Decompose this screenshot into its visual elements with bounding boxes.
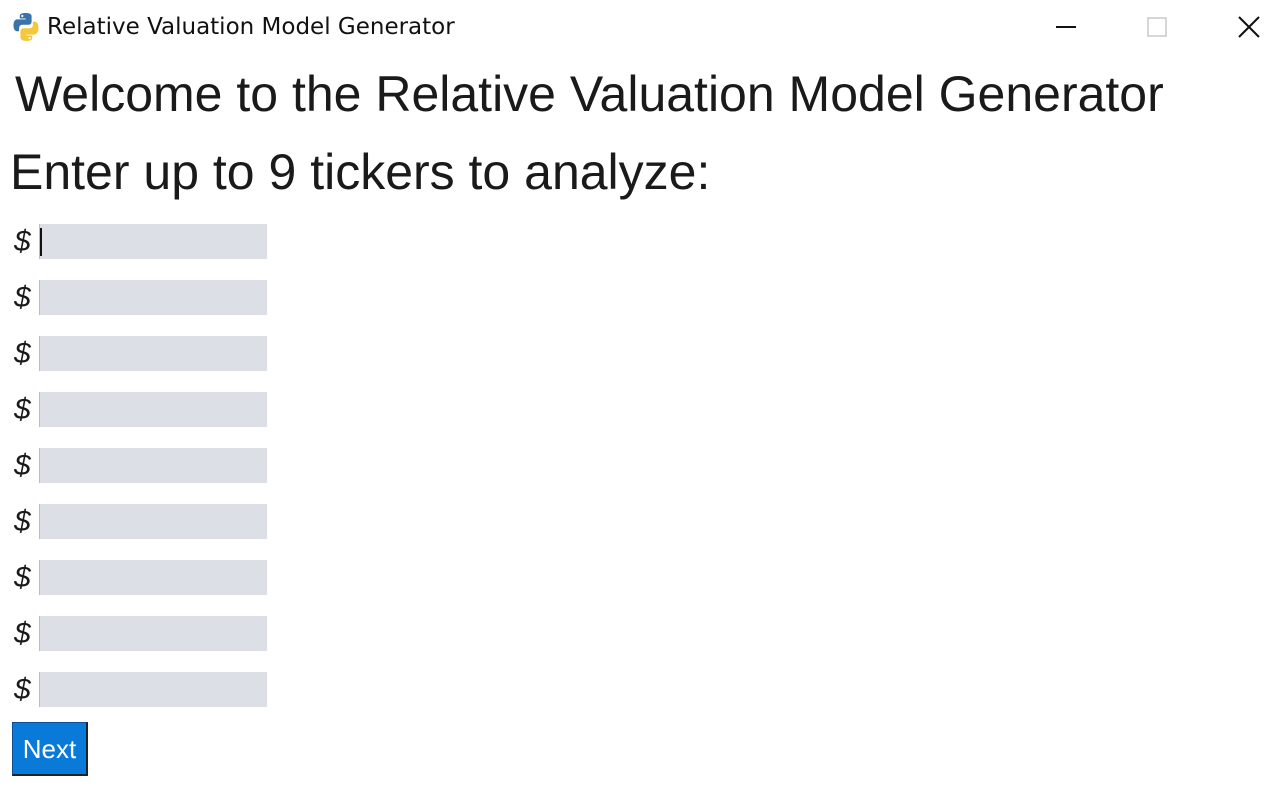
dollar-prefix: $ [14,449,31,482]
ticker-input-2[interactable] [39,280,267,315]
ticker-row: $ [12,616,272,652]
ticker-input-9[interactable] [39,672,267,707]
dollar-prefix: $ [14,337,31,370]
python-icon [13,13,39,41]
minimize-button[interactable] [1043,0,1089,54]
minimize-icon [1056,26,1076,28]
ticker-input-7[interactable] [39,560,267,595]
title-bar: Relative Valuation Model Generator [0,0,1284,54]
ticker-row: $ [12,224,272,260]
dollar-prefix: $ [14,505,31,538]
next-button[interactable]: Next [12,722,88,776]
ticker-input-5[interactable] [39,448,267,483]
text-caret [40,228,42,256]
page-title: Welcome to the Relative Valuation Model … [15,66,1164,122]
dollar-prefix: $ [14,673,31,706]
ticker-input-4[interactable] [39,392,267,427]
ticker-row: $ [12,336,272,372]
dollar-prefix: $ [14,281,31,314]
dollar-prefix: $ [14,617,31,650]
ticker-row: $ [12,392,272,428]
ticker-row: $ [12,504,272,540]
ticker-input-3[interactable] [39,336,267,371]
maximize-icon [1147,17,1167,37]
ticker-input-1[interactable] [39,224,267,259]
ticker-row: $ [12,560,272,596]
dollar-prefix: $ [14,561,31,594]
maximize-button[interactable] [1134,0,1180,54]
ticker-input-8[interactable] [39,616,267,651]
close-button[interactable] [1226,0,1272,54]
ticker-row: $ [12,280,272,316]
window-title: Relative Valuation Model Generator [47,14,455,40]
dollar-prefix: $ [14,225,31,258]
dollar-prefix: $ [14,393,31,426]
ticker-prompt: Enter up to 9 tickers to analyze: [10,144,711,200]
ticker-row: $ [12,448,272,484]
ticker-input-6[interactable] [39,504,267,539]
close-icon [1238,16,1260,38]
ticker-row: $ [12,672,272,708]
